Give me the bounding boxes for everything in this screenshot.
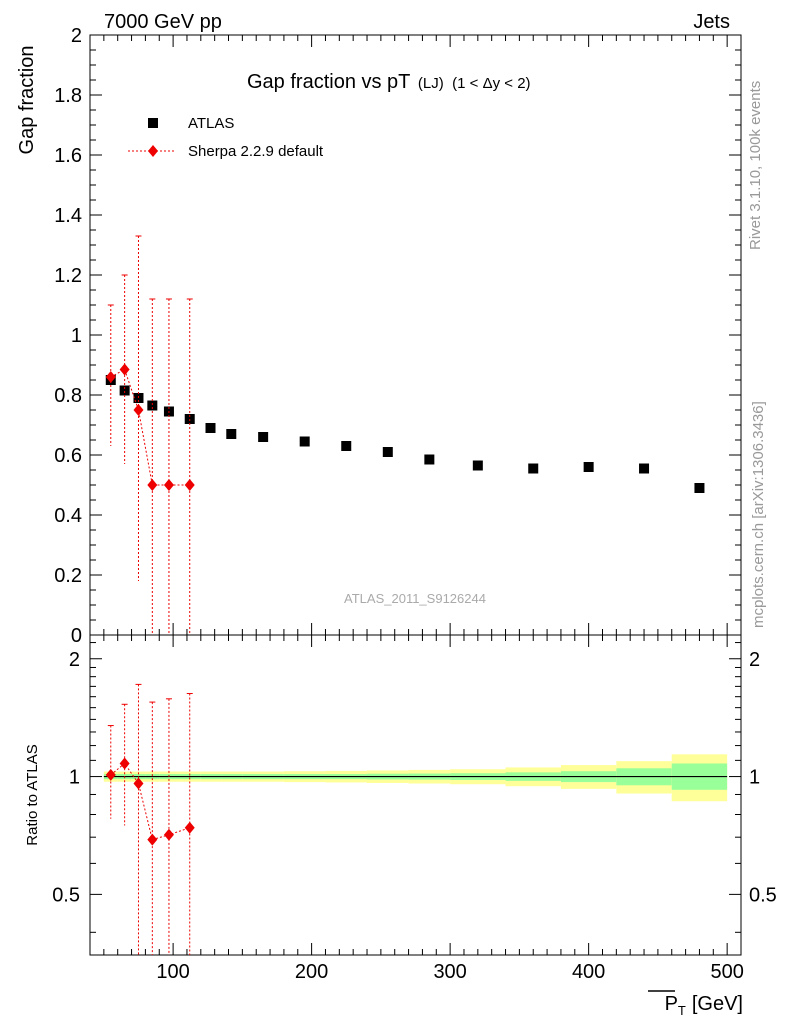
main-ytick-label: 1.2 bbox=[54, 265, 82, 287]
main-ytick-label: 0.6 bbox=[54, 445, 82, 467]
ratio-ytick-label-right: 0.5 bbox=[749, 884, 777, 906]
atlas-point bbox=[528, 463, 539, 474]
xlabel-t: T bbox=[678, 1003, 686, 1018]
title-sub: (LJ) bbox=[418, 75, 444, 92]
legend: ATLAS Sherpa 2.2.9 default bbox=[128, 115, 324, 160]
sherpa-point bbox=[163, 479, 174, 491]
ratio-xtick-label: 400 bbox=[572, 961, 605, 983]
main-title: Gap fraction vs pT (LJ) (1 < Δy < 2) bbox=[247, 71, 531, 93]
rivet-label: Rivet 3.1.10, 100k events bbox=[747, 81, 764, 250]
xlabel-unit: [GeV] bbox=[692, 993, 743, 1015]
main-ytick-label: 1.6 bbox=[54, 145, 82, 167]
sherpa-ratio-point bbox=[163, 828, 174, 841]
main-panel: 0 0.2 0.4 0.6 0.8 1 1.2 1.4 1.6 1.8 2 bbox=[54, 25, 742, 647]
atlas-point bbox=[424, 454, 435, 465]
title-range: (1 < Δy < 2) bbox=[452, 75, 530, 92]
sherpa-point bbox=[133, 404, 144, 416]
ratio-xtick-label: 100 bbox=[156, 961, 189, 983]
ratio-xtick-label: 300 bbox=[433, 961, 466, 983]
ratio-xtick-label: 500 bbox=[710, 961, 743, 983]
main-ytick-label: 1.8 bbox=[54, 85, 82, 107]
header-right: Jets bbox=[693, 11, 730, 33]
ratio-ytick-label: 0.5 bbox=[52, 884, 80, 906]
main-ytick-label: 0.2 bbox=[54, 565, 82, 587]
atlas-point bbox=[382, 447, 393, 457]
x-axis-label: PT [GeV] bbox=[665, 993, 743, 1018]
main-ytick-label: 1 bbox=[71, 325, 82, 347]
header-left: 7000 GeV pp bbox=[104, 11, 222, 33]
main-ytick-label: 0.8 bbox=[54, 385, 82, 407]
ratio-ytick-label: 1 bbox=[69, 767, 80, 789]
sherpa-ratio-point bbox=[184, 821, 195, 834]
atlas-point bbox=[119, 385, 130, 396]
analysis-watermark: ATLAS_2011_S9126244 bbox=[344, 591, 486, 606]
xlabel-p: P bbox=[665, 993, 678, 1015]
atlas-point bbox=[583, 462, 594, 472]
atlas-point bbox=[226, 429, 237, 439]
legend-sherpa-label: Sherpa 2.2.9 default bbox=[188, 143, 324, 160]
atlas-point bbox=[639, 463, 650, 474]
main-ytick-label: 0 bbox=[71, 625, 82, 647]
sherpa-point bbox=[105, 371, 116, 383]
ratio-ylabel: Ratio to ATLAS bbox=[24, 744, 41, 845]
atlas-point bbox=[472, 460, 483, 471]
main-ylabel: Gap fraction bbox=[16, 46, 38, 155]
main-ytick-label: 1.4 bbox=[54, 205, 82, 227]
sherpa-point bbox=[184, 479, 195, 491]
sherpa-point bbox=[119, 363, 130, 376]
mcplots-label: mcplots.cern.ch [arXiv:1306.3436] bbox=[750, 401, 767, 628]
sherpa-ratio-point bbox=[147, 833, 158, 846]
legend-atlas-marker bbox=[148, 118, 158, 128]
sherpa-point bbox=[147, 479, 158, 491]
ratio-panel: 100 200 300 400 500 0.5 0.5 1 1 2 2 bbox=[52, 634, 777, 983]
main-ytick-label: 0.4 bbox=[54, 505, 82, 527]
sherpa-ratio-point bbox=[105, 768, 116, 781]
title-main: Gap fraction vs pT bbox=[247, 71, 410, 93]
ratio-ytick-label-right: 1 bbox=[749, 767, 760, 789]
sherpa-ratio-point bbox=[119, 757, 130, 770]
ratio-ytick-label-right: 2 bbox=[749, 649, 760, 671]
atlas-point bbox=[147, 400, 158, 411]
atlas-point bbox=[299, 436, 310, 447]
ratio-xtick-label: 200 bbox=[295, 961, 328, 983]
legend-atlas-label: ATLAS bbox=[188, 115, 234, 132]
ratio-frame bbox=[89, 634, 742, 956]
legend-sherpa-marker bbox=[148, 145, 158, 157]
atlas-point bbox=[205, 423, 216, 433]
atlas-point bbox=[341, 441, 352, 451]
ratio-ytick-label: 2 bbox=[69, 649, 80, 671]
main-ytick-label: 2 bbox=[71, 25, 82, 47]
atlas-point bbox=[694, 483, 705, 493]
atlas-point bbox=[258, 432, 269, 442]
sherpa-ratio-point bbox=[133, 777, 144, 790]
